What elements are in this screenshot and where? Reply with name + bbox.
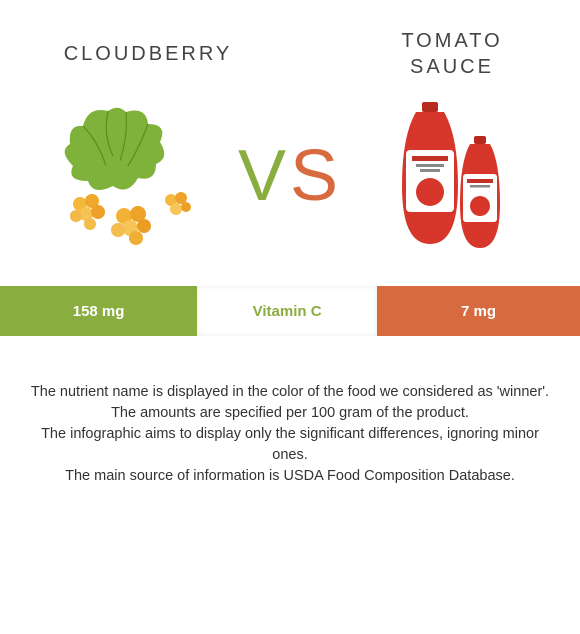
left-amount-bar: 158 mg [0,286,197,336]
images-row: VS [0,90,580,274]
food-right-title: TOMATO SAUCE [372,28,532,80]
vs-s-letter: S [290,136,342,216]
note-line: The main source of information is USDA F… [26,466,554,487]
note-line: The amounts are specified per 100 gram o… [26,403,554,424]
tomato-sauce-image [372,96,532,256]
footer-notes: The nutrient name is displayed in the co… [0,336,580,487]
cloudberry-image [48,96,208,256]
header-row: CLOUDBERRY TOMATO SAUCE [0,0,580,90]
nutrient-name-label: Vitamin C [253,303,322,320]
right-amount-bar: 7 mg [377,286,580,336]
food-left-title: CLOUDBERRY [48,43,248,66]
vs-v-letter: V [238,136,290,216]
vs-label: VS [238,140,342,212]
right-amount-value: 7 mg [461,303,496,320]
nutrient-name-bar: Vitamin C [197,286,377,336]
left-amount-value: 158 mg [73,303,125,320]
note-line: The nutrient name is displayed in the co… [26,382,554,403]
note-line: The infographic aims to display only the… [26,424,554,466]
nutrient-bar-row: 158 mg Vitamin C 7 mg [0,286,580,336]
